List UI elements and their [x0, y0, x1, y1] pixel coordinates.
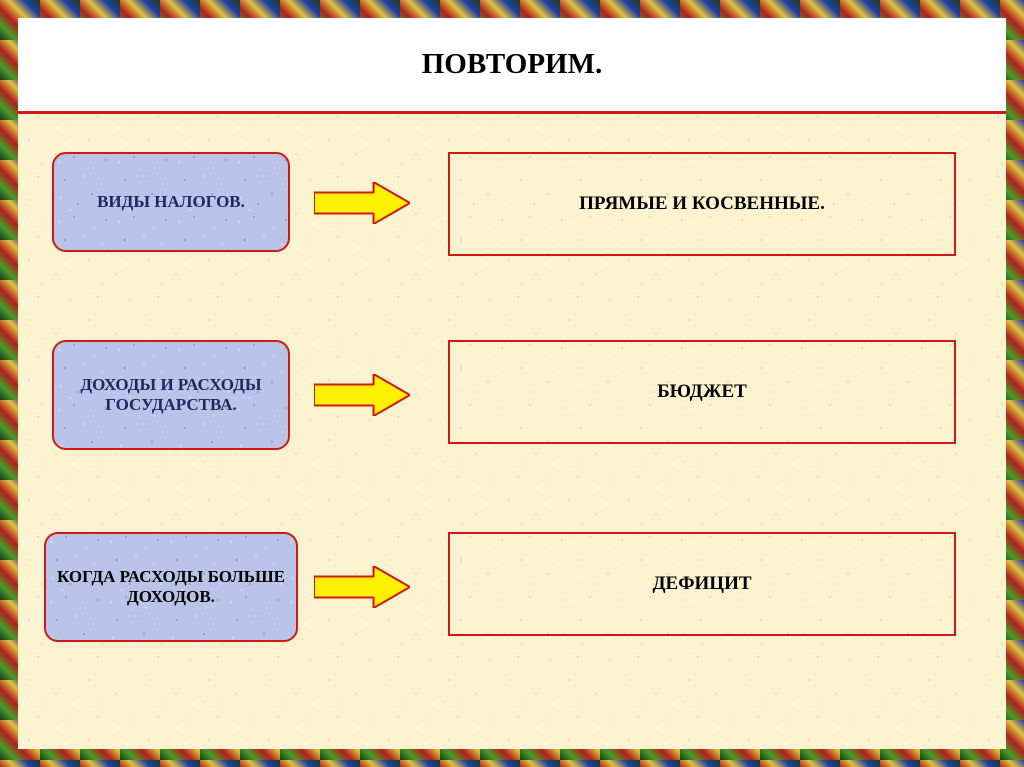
concept-box-label: ДОХОДЫ И РАСХОДЫ ГОСУДАРСТВА.: [62, 375, 280, 415]
concept-box-0: ВИДЫ НАЛОГОВ.: [52, 152, 290, 252]
arrow-icon: [314, 182, 410, 224]
answer-box-label: ДЕФИЦИТ: [652, 573, 751, 595]
body-area: ВИДЫ НАЛОГОВ. ПРЯМЫЕ И КОСВЕННЫЕ. ДОХОДЫ …: [18, 114, 1006, 749]
concept-box-label: ВИДЫ НАЛОГОВ.: [97, 192, 245, 212]
answer-box-1: БЮДЖЕТ: [448, 340, 956, 444]
concept-box-2: КОГДА РАСХОДЫ БОЛЬШЕ ДОХОДОВ.: [44, 532, 298, 642]
concept-box-label: КОГДА РАСХОДЫ БОЛЬШЕ ДОХОДОВ.: [54, 567, 288, 607]
answer-box-2: ДЕФИЦИТ: [448, 532, 956, 636]
arrow-icon: [314, 374, 410, 416]
decorative-border: ПОВТОРИМ. ВИДЫ НАЛОГОВ. ПРЯМЫЕ И КОСВЕНН…: [0, 0, 1024, 767]
slide: ПОВТОРИМ. ВИДЫ НАЛОГОВ. ПРЯМЫЕ И КОСВЕНН…: [18, 18, 1006, 749]
answer-box-label: ПРЯМЫЕ И КОСВЕННЫЕ.: [579, 193, 825, 215]
answer-box-label: БЮДЖЕТ: [657, 381, 747, 403]
slide-title: ПОВТОРИМ.: [422, 48, 603, 81]
arrow-icon: [314, 566, 410, 608]
concept-box-1: ДОХОДЫ И РАСХОДЫ ГОСУДАРСТВА.: [52, 340, 290, 450]
title-area: ПОВТОРИМ.: [18, 18, 1006, 114]
answer-box-0: ПРЯМЫЕ И КОСВЕННЫЕ.: [448, 152, 956, 256]
